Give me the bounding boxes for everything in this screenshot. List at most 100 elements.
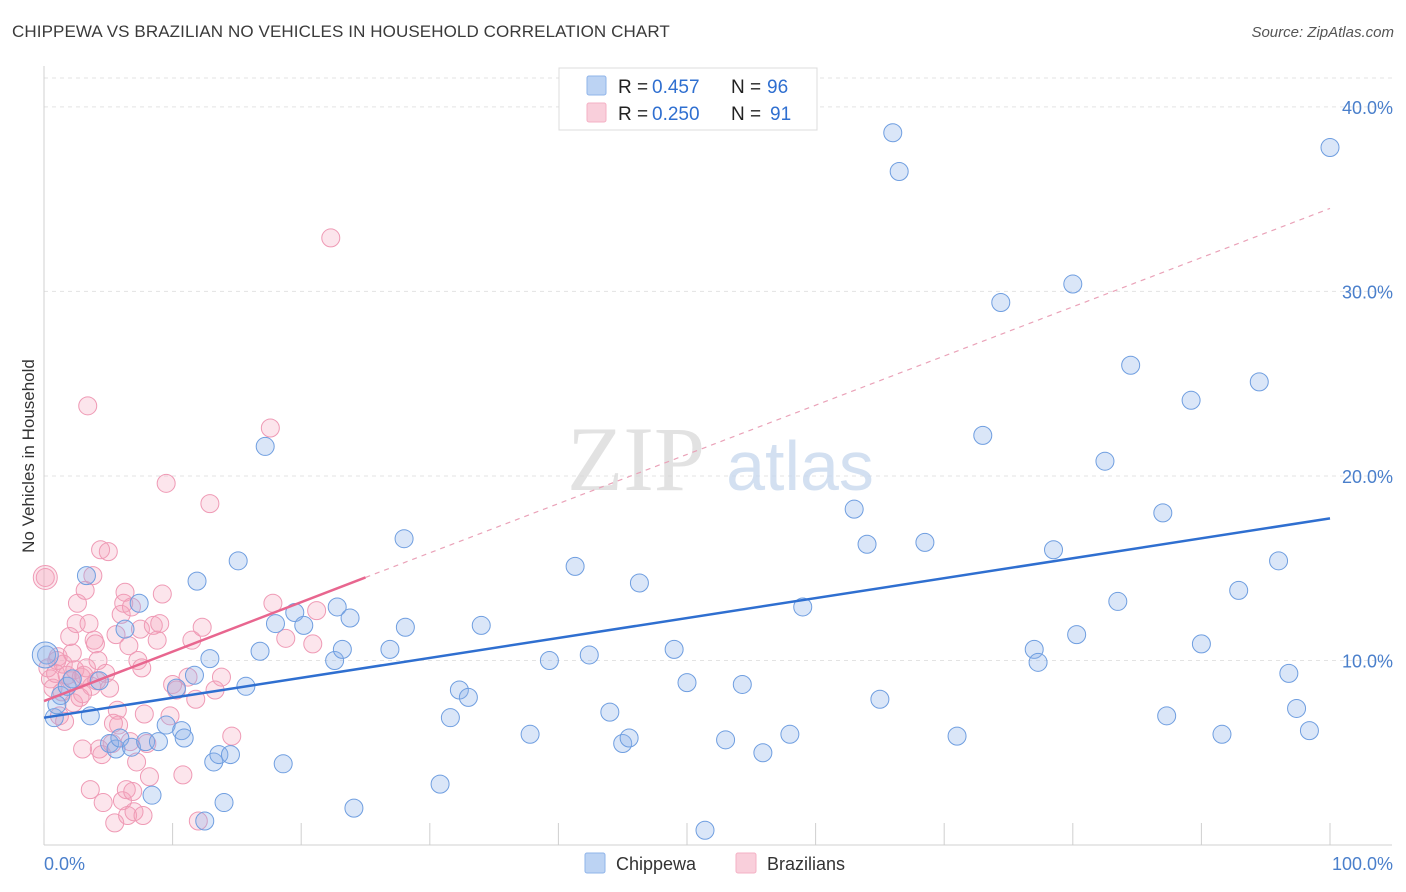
chippewa-point: [265, 614, 285, 634]
chippewa-point: [613, 734, 633, 754]
brazilians-point: [78, 396, 98, 416]
stats-r-value-chippewa: 0.457: [652, 77, 700, 98]
brazilians-trend-extension: [365, 207, 1331, 579]
stats-n-value-brazilians: 91: [770, 104, 791, 125]
chippewa-trend-line: [43, 517, 1331, 719]
chippewa-point: [753, 743, 773, 763]
chippewa-point: [1191, 634, 1211, 654]
chippewa-point: [991, 293, 1011, 312]
chippewa-point: [220, 745, 240, 765]
chippewa-point: [1249, 372, 1269, 392]
chippewa-point: [1028, 652, 1048, 672]
brazilians-point: [74, 665, 94, 685]
chippewa-point: [844, 499, 864, 519]
trend-lines: [43, 207, 1331, 719]
chippewa-point: [664, 639, 684, 659]
gridlines: [44, 77, 1392, 661]
brazilians-point: [73, 739, 93, 759]
chippewa-point: [1095, 451, 1115, 471]
chippewa-point: [106, 739, 126, 759]
chippewa-point: [1063, 274, 1083, 294]
brazilians-point: [276, 628, 296, 648]
chippewa-point: [166, 678, 186, 698]
chippewa-point: [793, 597, 813, 617]
legend-swatch-chippewa: [584, 852, 606, 874]
brazilians-trend-line: [43, 576, 366, 703]
chippewa-point: [195, 811, 215, 831]
brazilians-point: [89, 739, 109, 759]
brazilians-point: [83, 566, 103, 586]
chippewa-point: [1269, 551, 1289, 571]
y-tick-label: 30.0%: [1342, 282, 1393, 302]
chippewa-point: [565, 556, 585, 576]
brazilians-point: [85, 634, 105, 654]
chippewa-point: [430, 774, 450, 794]
brazilians-point: [260, 418, 280, 438]
brazilians-point: [156, 473, 176, 493]
chippewa-point: [600, 702, 620, 722]
chippewa-point: [184, 665, 204, 685]
chippewa-point: [1279, 663, 1299, 683]
chippewa-point: [857, 534, 877, 554]
y-axis-label: No Vehicles in Household: [19, 359, 38, 553]
chippewa-point: [148, 732, 168, 752]
chippewa-point: [294, 615, 314, 635]
chippewa-point: [716, 730, 736, 750]
watermark-atlas: atlas: [726, 427, 874, 505]
chippewa-points: [31, 123, 1340, 840]
chippewa-point: [1108, 591, 1128, 611]
chippewa-point: [121, 737, 141, 757]
brazilians-point: [303, 634, 323, 654]
brazilians-point: [55, 711, 75, 731]
brazilians-point: [150, 614, 170, 634]
stats-swatch-brazilians: [586, 102, 607, 123]
chippewa-point: [973, 425, 993, 445]
stats-n-label-chippewa: N =: [731, 77, 761, 98]
chippewa-point: [156, 715, 176, 735]
stats-n-label-brazilians: N =: [731, 104, 761, 125]
brazilians-point: [307, 601, 327, 621]
chippewa-point: [37, 645, 57, 665]
chippewa-point: [1153, 503, 1173, 523]
legend-label-brazilians: Brazilians: [767, 854, 845, 874]
brazilians-point: [134, 704, 154, 724]
legend-swatch-brazilians: [735, 852, 757, 874]
chippewa-point: [619, 728, 639, 748]
stats-legend: R = 0.457 N = 96 R = 0.250 N = 91: [558, 67, 818, 131]
brazilians-point: [93, 793, 113, 813]
stats-swatch-chippewa: [586, 75, 607, 96]
stats-r-label-brazilians: R =: [618, 104, 648, 125]
chippewa-point: [539, 650, 559, 670]
chippewa-point: [129, 593, 149, 613]
chippewa-point: [1229, 580, 1249, 600]
brazilians-point: [211, 667, 231, 687]
brazilians-point: [173, 765, 193, 785]
chippewa-point: [889, 161, 909, 181]
chippewa-point: [1320, 138, 1340, 157]
brazilians-point: [79, 614, 99, 634]
chippewa-point: [458, 687, 478, 707]
chippewa-point: [732, 674, 752, 694]
chippewa-point: [380, 639, 400, 659]
chippewa-point: [228, 551, 248, 571]
chippewa-point: [883, 123, 903, 143]
brazilians-point: [321, 228, 341, 248]
chippewa-point: [344, 798, 364, 818]
chippewa-point: [340, 608, 360, 628]
stats-r-value-brazilians: 0.250: [652, 104, 700, 125]
brazilians-point: [222, 726, 242, 746]
chippewa-point: [947, 726, 967, 746]
chippewa-point: [62, 669, 82, 689]
chippewa-point: [677, 673, 697, 693]
chippewa-point: [1181, 390, 1201, 410]
chippewa-point: [1287, 698, 1307, 718]
brazilians-point: [192, 617, 212, 637]
brazilians-point: [91, 540, 111, 560]
chippewa-point: [250, 641, 270, 661]
chippewa-point: [520, 724, 540, 744]
chippewa-point: [440, 708, 460, 728]
chippewa-point: [325, 650, 345, 670]
brazilians-point: [123, 781, 143, 801]
y-tick-label: 20.0%: [1342, 467, 1393, 487]
